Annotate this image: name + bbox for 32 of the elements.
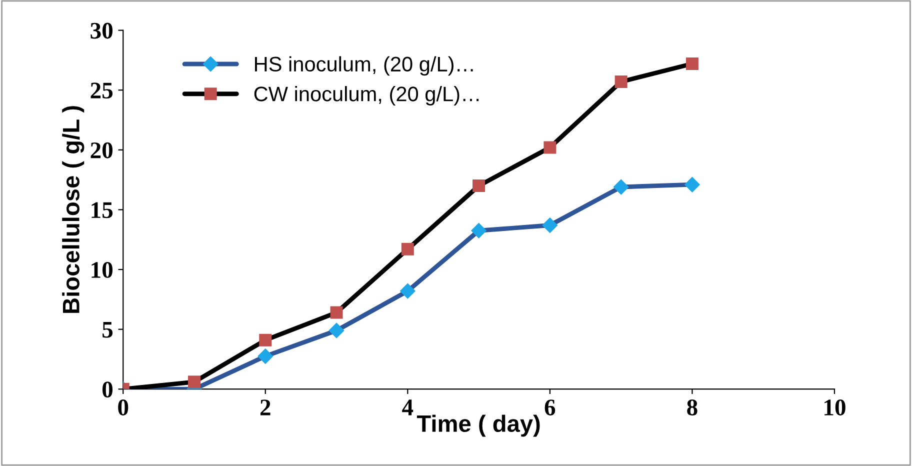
y-tick-label: 15 bbox=[92, 202, 113, 218]
x-tick-label: 6 bbox=[544, 400, 556, 416]
y-tick-label: 0 bbox=[102, 382, 112, 398]
x-tick-label: 2 bbox=[260, 400, 270, 416]
point bbox=[684, 177, 700, 192]
point bbox=[401, 242, 414, 256]
x-axis-title: Time ( day) bbox=[416, 414, 540, 437]
x-tick-label: 8 bbox=[687, 400, 698, 416]
y-tick-label: 5 bbox=[102, 322, 113, 338]
point bbox=[400, 283, 416, 299]
x-tick-label: 4 bbox=[402, 400, 414, 416]
point bbox=[686, 58, 698, 70]
legend-label: CW inoculum, (20 g/L)… bbox=[254, 86, 479, 106]
point bbox=[258, 348, 273, 364]
y-axis-title: Biocellulose ( g/L ) bbox=[62, 106, 84, 313]
point bbox=[614, 179, 629, 195]
x-tick-label: 0 bbox=[118, 400, 128, 416]
y-tick-label: 10 bbox=[92, 262, 112, 278]
legend-label: HS inoculum, (20 g/L)… bbox=[255, 56, 473, 76]
point bbox=[328, 322, 344, 338]
x-tick-label: 10 bbox=[824, 400, 846, 416]
point bbox=[188, 376, 201, 388]
point bbox=[542, 218, 558, 233]
point bbox=[544, 141, 556, 154]
y-tick-label: 25 bbox=[90, 82, 113, 99]
point bbox=[330, 306, 343, 319]
y-tick-label: 30 bbox=[90, 22, 112, 39]
point bbox=[471, 223, 486, 238]
point bbox=[472, 180, 486, 192]
point bbox=[259, 334, 272, 346]
y-tick-label: 20 bbox=[90, 142, 112, 158]
point bbox=[614, 75, 628, 88]
